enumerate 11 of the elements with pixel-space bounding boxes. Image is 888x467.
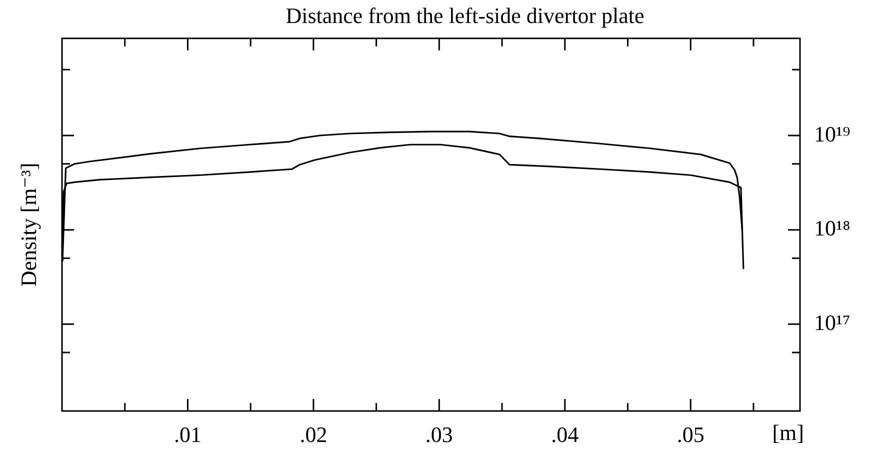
x-tick-label: .01 [174,422,202,447]
y-tick-label: 10¹⁸ [814,216,850,241]
chart-title: Distance from the left-side divertor plate [286,2,644,28]
x-tick-label: .04 [551,422,579,447]
y-tick-label: 10¹⁷ [814,310,850,335]
x-tick-label: .03 [425,422,453,447]
x-tick-label: .05 [676,422,704,447]
x-axis-title: [m] [772,420,804,445]
x-tick-label: .02 [300,422,328,447]
y-axis-title: Density [m⁻³] [16,162,41,287]
y-tick-label: 10¹⁹ [814,121,851,146]
